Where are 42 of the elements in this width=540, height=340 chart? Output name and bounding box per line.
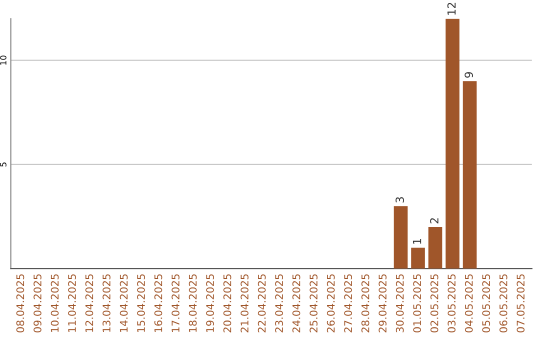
x-tick-label: 30.04.2025 bbox=[396, 274, 404, 332]
x-tick-label: 22.04.2025 bbox=[258, 274, 266, 332]
x-tick-label: 06.05.2025 bbox=[499, 274, 508, 332]
bar bbox=[446, 18, 460, 269]
x-tick-label: 05.05.2025 bbox=[482, 274, 490, 332]
bar bbox=[428, 226, 442, 269]
x-tick-label: 13.04.2025 bbox=[102, 274, 110, 332]
x-tick-label: 10.04.2025 bbox=[50, 274, 59, 332]
data-label: 3 bbox=[396, 197, 404, 202]
x-tick-label: 14.04.2025 bbox=[120, 274, 128, 332]
bar bbox=[462, 81, 477, 269]
x-tick-label: 08.04.2025 bbox=[16, 274, 24, 332]
x-tick-label: 11.04.2025 bbox=[68, 274, 76, 332]
data-label: 2 bbox=[430, 218, 438, 224]
x-tick-label: 07.05.2025 bbox=[516, 274, 525, 332]
x-tick-label: 02.05.2025 bbox=[430, 274, 438, 332]
x-tick-label: 16.04.2025 bbox=[154, 274, 162, 332]
x-tick-label: 12.04.2025 bbox=[85, 274, 94, 332]
x-tick-label: 15.04.2025 bbox=[137, 274, 145, 332]
x-tick-label: 21.04.2025 bbox=[240, 274, 248, 332]
data-label: 9 bbox=[464, 72, 474, 78]
bar bbox=[394, 206, 408, 269]
x-tick-label: 17.04.2025 bbox=[172, 274, 180, 332]
x-tick-label: 18.04.2025 bbox=[188, 274, 197, 332]
x-tick-label: 01.05.2025 bbox=[413, 274, 422, 332]
x-tick-label: 20.04.2025 bbox=[223, 274, 232, 332]
x-tick-label: 25.04.2025 bbox=[310, 274, 318, 332]
y-tick-label: 10 bbox=[0, 56, 6, 65]
x-tick-label: 23.04.2025 bbox=[275, 274, 283, 332]
x-tick-label: 27.04.2025 bbox=[344, 274, 352, 332]
bar bbox=[411, 248, 425, 269]
x-tick-label: 03.05.2025 bbox=[448, 274, 456, 332]
x-tick-label: 26.04.2025 bbox=[326, 274, 335, 332]
x-tick-label: 04.05.2025 bbox=[464, 274, 473, 332]
x-tick-label: 19.04.2025 bbox=[206, 274, 214, 332]
x-tick-label: 28.04.2025 bbox=[361, 274, 370, 332]
data-label: 1 bbox=[412, 238, 422, 244]
x-tick-label: 09.04.2025 bbox=[34, 274, 42, 332]
x-tick-label: 24.04.2025 bbox=[292, 274, 300, 332]
data-label: 12 bbox=[447, 2, 456, 15]
x-tick-label: 29.04.2025 bbox=[378, 274, 387, 332]
y-tick-label: 5 bbox=[0, 162, 6, 166]
